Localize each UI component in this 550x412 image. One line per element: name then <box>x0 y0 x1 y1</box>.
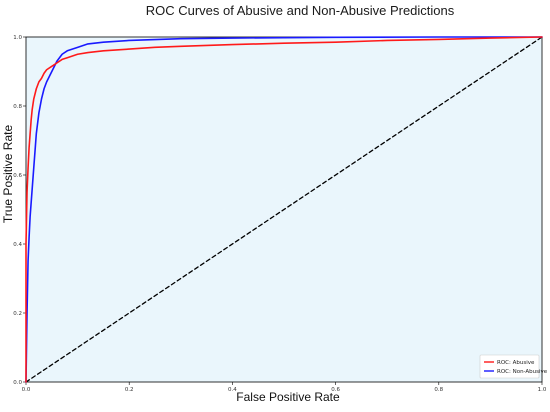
diagonal-reference-line <box>25 36 543 383</box>
x-axis-label: False Positive Rate <box>236 390 340 404</box>
x-tick-label: 1.0 <box>538 387 547 393</box>
y-tick-label: 0.8 <box>13 104 22 110</box>
x-tick-label: 0.8 <box>434 387 443 393</box>
y-axis: 0.0 0.2 0.4 0.6 0.8 1.0 <box>13 35 26 386</box>
y-tick-label: 0.2 <box>13 311 22 317</box>
roc-line-abusive <box>25 36 543 383</box>
y-tick-label: 1.0 <box>13 35 22 41</box>
legend-label-non-abusive: ROC: Non-Abusive <box>497 369 548 375</box>
y-tick-label: 0.0 <box>13 380 22 386</box>
y-tick-label: 0.6 <box>13 173 22 179</box>
y-tick-label: 0.4 <box>13 242 22 248</box>
chart-title: ROC Curves of Abusive and Non-Abusive Pr… <box>146 3 455 18</box>
x-tick-label: 0.4 <box>228 387 237 393</box>
legend-label-abusive: ROC: Abusive <box>497 360 535 366</box>
legend-box <box>479 354 540 379</box>
roc-line-non-abusive <box>25 36 543 383</box>
y-axis-label: True Positive Rate <box>1 125 15 224</box>
x-axis: 0.0 0.2 0.4 0.6 0.8 1.0 <box>22 382 547 393</box>
series-layer <box>25 36 543 383</box>
legend: ROC: Abusive ROC: Non-Abusive <box>479 354 548 379</box>
x-tick-label: 0.0 <box>22 387 31 393</box>
x-tick-label: 0.6 <box>331 387 340 393</box>
x-tick-label: 0.2 <box>125 387 134 393</box>
